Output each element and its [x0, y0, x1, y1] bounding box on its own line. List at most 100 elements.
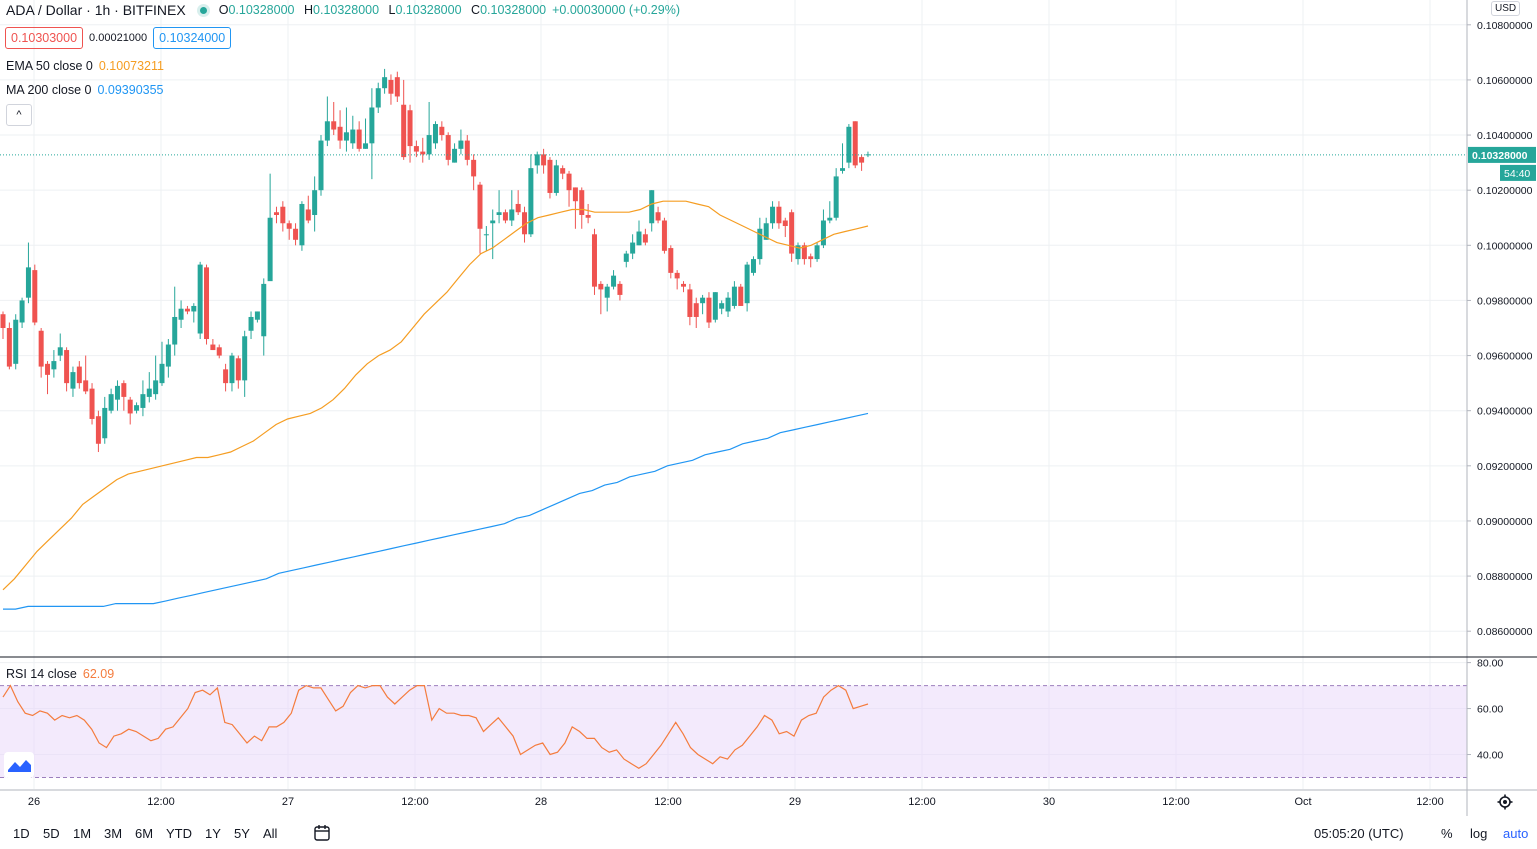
range-button-5d[interactable]: 5D: [43, 826, 60, 841]
time-tick-label: 28: [534, 796, 548, 808]
chevron-up-icon: ^: [16, 109, 22, 121]
candle-body: [560, 168, 566, 174]
countdown-tag: [1500, 164, 1536, 181]
candle-body: [267, 217, 273, 282]
candle-body: [248, 316, 254, 331]
candle-body: [452, 148, 458, 163]
candle-body: [471, 159, 477, 177]
range-button-1d[interactable]: 1D: [13, 826, 30, 841]
log-scale-toggle[interactable]: log: [1470, 826, 1488, 841]
candle-body: [324, 121, 330, 141]
ma-line: [3, 412, 869, 610]
range-button-1y[interactable]: 1Y: [205, 826, 221, 841]
candle-body: [502, 212, 508, 221]
candle-body: [286, 223, 292, 229]
candle-body: [776, 206, 782, 224]
rsi-label: RSI 14 close: [6, 667, 77, 681]
candle-body: [572, 187, 578, 202]
market-status-icon: [199, 6, 207, 14]
candle-body: [630, 242, 636, 254]
rsi-value: 62.09: [82, 667, 115, 681]
range-button-1m[interactable]: 1M: [73, 826, 92, 841]
candle-body: [191, 305, 197, 312]
candle-body: [223, 369, 229, 384]
candle-body: [375, 88, 381, 108]
ema-line: [2, 200, 869, 591]
candle-body: [649, 190, 655, 224]
candle-body: [604, 286, 610, 298]
candle-body: [827, 217, 833, 221]
candle-body: [464, 140, 470, 160]
candle-body: [280, 206, 286, 224]
candle-body: [738, 286, 744, 306]
range-button-5y[interactable]: 5Y: [234, 826, 250, 841]
currency-badge[interactable]: USD: [1491, 1, 1521, 16]
time-tick-label: 12:00: [147, 796, 175, 808]
range-button-6m[interactable]: 6M: [135, 826, 154, 841]
candle-body: [121, 383, 127, 397]
candle-body: [814, 245, 820, 260]
rsi-legend[interactable]: RSI 14 close 62.09: [6, 667, 114, 681]
close-label: C: [471, 3, 481, 17]
candle-body: [522, 212, 528, 235]
symbol-title[interactable]: ADA / Dollar · 1h · BITFINEX: [6, 2, 186, 18]
candle-body: [140, 394, 146, 408]
candle-body: [591, 234, 597, 287]
candles: [0, 68, 871, 453]
candle-body: [127, 399, 133, 414]
bid-button[interactable]: 0.10303000: [5, 27, 84, 49]
candle-body: [789, 212, 795, 254]
candle-body: [712, 292, 718, 320]
candle-body: [782, 220, 788, 227]
countdown-label: 54:40: [1504, 168, 1530, 180]
candle-body: [770, 206, 776, 224]
candle-body: [700, 297, 706, 304]
ask-button[interactable]: 0.10324000: [153, 27, 232, 49]
symbol-header: ADA / Dollar · 1h · BITFINEX O0.10328000…: [6, 2, 680, 18]
candle-body: [337, 126, 343, 141]
auto-scale-toggle[interactable]: auto: [1503, 826, 1529, 841]
candle-body: [731, 286, 737, 306]
candle-body: [95, 416, 101, 444]
candle-body: [38, 330, 44, 367]
rsi-tick-label: 40.00: [1477, 750, 1503, 762]
candle-body: [852, 121, 858, 166]
candle-body: [242, 336, 248, 381]
price-tick-label: 0.10600000: [1477, 75, 1533, 87]
candle-body: [331, 121, 337, 130]
candle-body: [432, 124, 438, 144]
grid-lines: [0, 0, 1467, 789]
candle-body: [674, 272, 680, 279]
price-tick-label: 0.09400000: [1477, 406, 1533, 418]
candle-body: [293, 228, 299, 240]
price-tick-label: 0.10200000: [1477, 185, 1533, 197]
collapse-legend-button[interactable]: ^: [6, 104, 32, 126]
candle-body: [496, 212, 502, 215]
ma-legend[interactable]: MA 200 close 0 0.09390355: [6, 83, 164, 97]
close-value: 0.10328000: [480, 3, 547, 17]
candle-body: [509, 209, 515, 221]
time-tick-label: 27: [281, 796, 295, 808]
candle-body: [172, 316, 178, 345]
candle-body: [795, 245, 801, 260]
candle-body: [445, 135, 451, 160]
candle-body: [76, 366, 82, 384]
candle-body: [534, 154, 540, 166]
last-price-tag-label: 0.10328000: [1472, 150, 1528, 162]
candle-body: [273, 212, 279, 215]
candle-body: [356, 129, 362, 149]
range-button-3m[interactable]: 3M: [104, 826, 123, 841]
rsi-tick-label: 60.00: [1477, 704, 1503, 716]
ema-legend[interactable]: EMA 50 close 0 0.10073211: [6, 59, 164, 73]
candle-body: [394, 77, 400, 97]
clock-display[interactable]: 05:05:20 (UTC): [1314, 826, 1404, 841]
rsi-band: [0, 685, 1467, 778]
last-price-tag: [1468, 146, 1536, 163]
range-button-all[interactable]: All: [263, 826, 278, 841]
range-button-ytd[interactable]: YTD: [166, 826, 192, 841]
tradingview-logo-icon[interactable]: [4, 752, 34, 778]
percent-scale-toggle[interactable]: %: [1441, 826, 1453, 841]
calendar-icon[interactable]: [312, 823, 332, 843]
time-tick-label: 12:00: [401, 796, 429, 808]
